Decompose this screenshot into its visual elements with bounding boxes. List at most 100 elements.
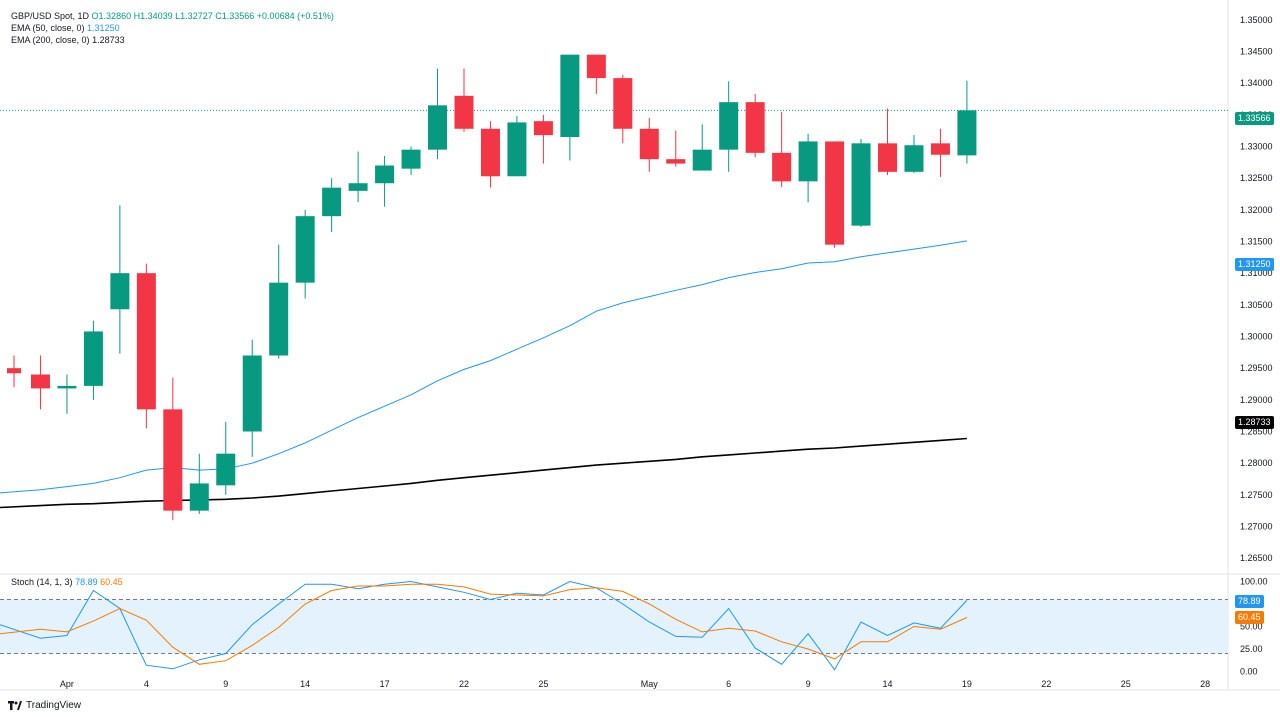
ema200-line xyxy=(0,437,967,509)
candle-body xyxy=(560,54,580,137)
stoch-tick-label: 25.00 xyxy=(1240,644,1263,654)
time-tick-label: 25 xyxy=(538,679,548,689)
footer-brand-label: TradingView xyxy=(26,700,82,711)
candle-body xyxy=(189,483,209,511)
price-tick-label: 1.31500 xyxy=(1240,237,1273,247)
ema50-label: EMA (50, close, 0) xyxy=(11,23,85,33)
candle-body xyxy=(480,128,500,177)
candle-body xyxy=(507,122,527,177)
candle-body xyxy=(375,165,395,184)
ema200-legend: EMA (200, close, 0) 1.28733 xyxy=(11,35,125,46)
time-tick-label: 6 xyxy=(726,679,731,689)
candle-body xyxy=(825,141,845,245)
candle-body xyxy=(772,152,792,182)
candle-body xyxy=(348,183,368,191)
candle-body xyxy=(930,143,950,155)
candle-body xyxy=(639,128,659,160)
price-legend: GBP/USD Spot, 1D O1.32860 H1.34039 L1.32… xyxy=(11,11,334,22)
tradingview-logo-icon xyxy=(8,701,22,710)
symbol-label: GBP/USD Spot, 1D xyxy=(11,11,90,21)
ema200-legend-value: 1.28733 xyxy=(92,35,125,45)
candle-body xyxy=(878,143,898,172)
stoch-d-legend-value: 60.45 xyxy=(100,577,123,587)
price-tick-label: 1.31000 xyxy=(1240,268,1273,278)
ema200-label: EMA (200, close, 0) xyxy=(11,35,90,45)
ema200-price-tag: 1.28733 xyxy=(1235,416,1274,429)
open-value: O1.32860 xyxy=(91,11,132,21)
change-value: +0.00684 (+0.51%) xyxy=(256,11,334,21)
candle-body xyxy=(30,374,50,389)
candle-body xyxy=(136,273,156,410)
close-value: C1.33566 xyxy=(215,11,255,21)
candle-body xyxy=(110,273,130,310)
candle-body xyxy=(666,159,686,164)
candle-body xyxy=(83,331,103,386)
candle-body xyxy=(692,149,712,171)
footer-brand: TradingView xyxy=(8,700,81,711)
time-tick-label: 9 xyxy=(806,679,811,689)
price-tick-label: 1.28000 xyxy=(1240,458,1273,468)
price-tick-label: 1.27500 xyxy=(1240,490,1273,500)
time-tick-label: 14 xyxy=(883,679,893,689)
candle-body xyxy=(57,385,77,389)
time-axis: Apr 4 9 14 17 22 25 May 6 9 14 19 22 25 28 xyxy=(60,679,1210,689)
ema50-legend: EMA (50, close, 0) 1.31250 xyxy=(11,23,120,34)
price-tick-label: 1.30000 xyxy=(1240,332,1273,342)
candle-body xyxy=(401,149,421,169)
price-tick-label: 1.32500 xyxy=(1240,173,1273,183)
time-tick-label: 4 xyxy=(144,679,149,689)
candle-body xyxy=(586,54,606,79)
last-price-tag: 1.33566 xyxy=(1235,112,1274,125)
stoch-tick-label: 50.00 xyxy=(1240,622,1263,632)
candle-body xyxy=(7,368,21,374)
candle-body xyxy=(163,409,183,511)
candle-body xyxy=(533,121,553,136)
time-tick-label: 22 xyxy=(1041,679,1051,689)
stoch-tick-label: 0.00 xyxy=(1240,667,1258,677)
ema50-legend-value: 1.31250 xyxy=(87,23,120,33)
stoch-tick-label: 100.00 xyxy=(1240,577,1268,587)
candle-body xyxy=(719,102,739,150)
price-tick-label: 1.34000 xyxy=(1240,78,1273,88)
price-tick-label: 1.26500 xyxy=(1240,553,1273,563)
stoch-d-tag: 60.45 xyxy=(1235,611,1264,624)
time-tick-label: 17 xyxy=(380,679,390,689)
stoch-label: Stoch (14, 1, 3) xyxy=(11,577,73,587)
candle-body xyxy=(957,110,977,156)
candle-body xyxy=(295,216,315,283)
candle-body xyxy=(216,453,236,486)
price-tick-label: 1.29000 xyxy=(1240,395,1273,405)
price-tick-label: 1.28500 xyxy=(1240,427,1273,437)
candle-body xyxy=(322,187,342,217)
candle-body xyxy=(269,282,289,356)
price-tick-label: 1.35000 xyxy=(1240,15,1273,25)
candle-body xyxy=(242,355,262,432)
stoch-k-tag: 78.89 xyxy=(1235,595,1264,608)
stoch-k-line xyxy=(0,580,968,671)
time-tick-label: 28 xyxy=(1200,679,1210,689)
candle-body xyxy=(613,78,633,129)
main-price-pane: 1.350001.345001.340001.335001.330001.325… xyxy=(0,0,1280,691)
candle-body xyxy=(428,105,448,150)
time-tick-label: Apr xyxy=(60,679,74,689)
price-tick-label: 1.29500 xyxy=(1240,363,1273,373)
candle-body xyxy=(745,102,765,153)
candle-body xyxy=(798,141,818,182)
stoch-legend: Stoch (14, 1, 3) 78.89 60.45 xyxy=(11,577,123,588)
stoch-d-line xyxy=(0,583,968,665)
high-value: H1.34039 xyxy=(133,11,173,21)
price-tick-label: 1.34500 xyxy=(1240,47,1273,57)
candle-body xyxy=(904,145,924,172)
time-tick-label: 9 xyxy=(223,679,228,689)
candle-body xyxy=(851,143,871,226)
price-tick-label: 1.32000 xyxy=(1240,205,1273,215)
price-tick-label: 1.33000 xyxy=(1240,142,1273,152)
ema50-price-tag: 1.31250 xyxy=(1235,258,1274,271)
candle-body xyxy=(454,95,474,129)
price-tick-label: 1.30500 xyxy=(1240,300,1273,310)
time-tick-label: 14 xyxy=(300,679,310,689)
time-tick-label: 25 xyxy=(1121,679,1131,689)
stoch-band xyxy=(0,599,1228,654)
